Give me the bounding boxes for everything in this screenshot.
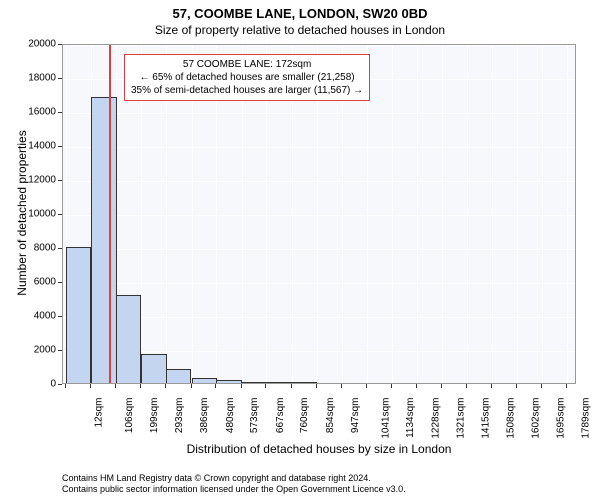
grid-line-h	[63, 45, 575, 46]
grid-line-v	[517, 45, 518, 383]
x-tick-label: 199sqm	[149, 398, 160, 434]
histogram-bar	[141, 354, 166, 383]
y-tick-mark	[58, 282, 62, 283]
x-tick-mark	[391, 384, 392, 388]
x-tick-label: 1602sqm	[531, 398, 542, 439]
grid-line-h	[63, 215, 575, 216]
y-tick-mark	[58, 384, 62, 385]
histogram-bar	[66, 247, 91, 383]
x-tick-mark	[241, 384, 242, 388]
histogram-bar	[266, 382, 291, 383]
y-tick-label: 20000	[22, 39, 56, 50]
x-tick-label: 480sqm	[225, 398, 236, 434]
y-tick-mark	[58, 180, 62, 181]
x-tick-mark	[115, 384, 116, 388]
x-tick-mark	[416, 384, 417, 388]
y-tick-label: 10000	[22, 209, 56, 220]
x-tick-label: 12sqm	[94, 398, 105, 428]
x-tick-mark	[265, 384, 266, 388]
y-tick-mark	[58, 112, 62, 113]
x-tick-label: 1508sqm	[505, 398, 516, 439]
x-tick-mark	[541, 384, 542, 388]
y-tick-mark	[58, 248, 62, 249]
y-tick-label: 6000	[22, 277, 56, 288]
grid-line-v	[492, 45, 493, 383]
grid-line-v	[442, 45, 443, 383]
y-tick-label: 8000	[22, 243, 56, 254]
annotation-line-2: ← 65% of detached houses are smaller (21…	[131, 71, 363, 84]
x-tick-label: 1321sqm	[455, 398, 466, 439]
footer-line-1: Contains HM Land Registry data © Crown c…	[62, 473, 406, 485]
x-tick-mark	[516, 384, 517, 388]
marker-line	[109, 45, 111, 383]
y-tick-mark	[58, 44, 62, 45]
x-tick-label: 106sqm	[124, 398, 135, 434]
x-tick-label: 1789sqm	[581, 398, 592, 439]
x-tick-label: 386sqm	[199, 398, 210, 434]
y-tick-mark	[58, 316, 62, 317]
y-tick-mark	[58, 350, 62, 351]
grid-line-v	[392, 45, 393, 383]
x-tick-label: 854sqm	[325, 398, 336, 434]
y-tick-label: 16000	[22, 107, 56, 118]
grid-line-h	[63, 249, 575, 250]
x-tick-label: 760sqm	[300, 398, 311, 434]
grid-line-h	[63, 181, 575, 182]
y-tick-mark	[58, 146, 62, 147]
y-tick-mark	[58, 78, 62, 79]
y-tick-label: 4000	[22, 311, 56, 322]
chart-title: 57, COOMBE LANE, LONDON, SW20 0BD	[0, 0, 600, 21]
chart-subtitle: Size of property relative to detached ho…	[0, 21, 600, 37]
histogram-bar	[216, 380, 241, 383]
x-tick-mark	[191, 384, 192, 388]
x-tick-label: 947sqm	[350, 398, 361, 434]
x-tick-label: 1695sqm	[555, 398, 566, 439]
x-tick-mark	[140, 384, 141, 388]
x-tick-mark	[566, 384, 567, 388]
x-tick-mark	[90, 384, 91, 388]
grid-line-h	[63, 147, 575, 148]
x-tick-mark	[215, 384, 216, 388]
grid-line-h	[63, 283, 575, 284]
x-tick-mark	[341, 384, 342, 388]
x-tick-label: 573sqm	[249, 398, 260, 434]
grid-line-v	[542, 45, 543, 383]
x-tick-label: 1041sqm	[380, 398, 391, 439]
histogram-bar	[292, 382, 317, 383]
histogram-bar	[192, 378, 217, 383]
histogram-bar	[116, 295, 141, 383]
grid-line-h	[63, 113, 575, 114]
x-tick-mark	[491, 384, 492, 388]
x-tick-mark	[291, 384, 292, 388]
x-tick-label: 1228sqm	[430, 398, 441, 439]
x-axis-label: Distribution of detached houses by size …	[62, 442, 576, 456]
histogram-bar	[242, 382, 267, 383]
x-tick-label: 293sqm	[175, 398, 186, 434]
y-tick-label: 12000	[22, 175, 56, 186]
histogram-bar	[91, 97, 116, 383]
grid-line-v	[467, 45, 468, 383]
x-tick-label: 1134sqm	[404, 398, 415, 438]
x-tick-mark	[441, 384, 442, 388]
grid-line-v	[567, 45, 568, 383]
x-tick-mark	[316, 384, 317, 388]
annotation-box: 57 COOMBE LANE: 172sqm← 65% of detached …	[124, 54, 370, 101]
x-tick-mark	[466, 384, 467, 388]
y-tick-label: 14000	[22, 141, 56, 152]
grid-line-v	[417, 45, 418, 383]
x-tick-label: 667sqm	[275, 398, 286, 434]
x-tick-mark	[366, 384, 367, 388]
histogram-bar	[166, 369, 191, 383]
x-tick-mark	[65, 384, 66, 388]
chart-footer: Contains HM Land Registry data © Crown c…	[62, 473, 406, 496]
y-tick-label: 0	[22, 379, 56, 390]
footer-line-2: Contains public sector information licen…	[62, 484, 406, 496]
y-tick-mark	[58, 214, 62, 215]
annotation-line-1: 57 COOMBE LANE: 172sqm	[131, 58, 363, 71]
annotation-line-3: 35% of semi-detached houses are larger (…	[131, 84, 363, 97]
y-tick-label: 2000	[22, 345, 56, 356]
y-tick-label: 18000	[22, 73, 56, 84]
x-tick-mark	[165, 384, 166, 388]
x-tick-label: 1415sqm	[480, 398, 491, 439]
